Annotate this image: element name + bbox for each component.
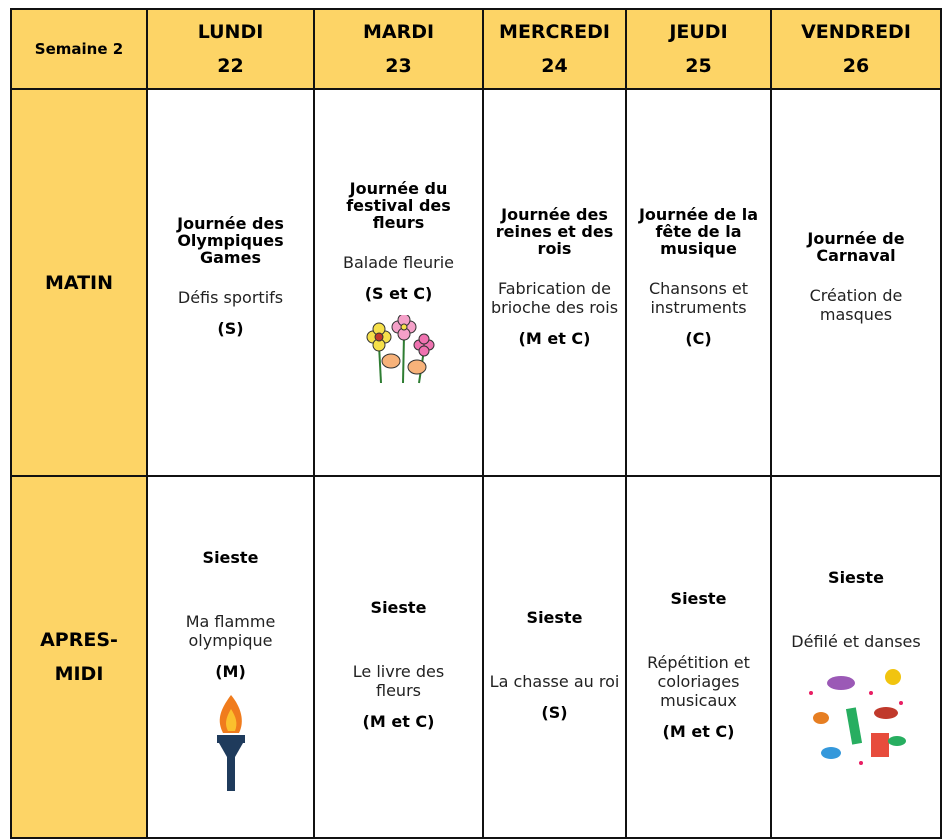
day-header: MERCREDI 24 (482, 8, 627, 90)
cell-activity: Fabrication de brioche des rois (490, 278, 619, 317)
activity-cell: Sieste La chasse au roi (S) (482, 475, 627, 839)
carnival-illustration (809, 669, 906, 765)
cell-content: Sieste La chasse au roi (S) (484, 581, 625, 734)
cell-code: (S) (217, 319, 244, 338)
day-name: MERCREDI (499, 21, 610, 43)
cell-title: Journée du festival des fleurs (346, 179, 451, 232)
day-date: 23 (385, 55, 412, 77)
cell-code: (M et C) (518, 328, 591, 348)
cell-content: Journée de Carnaval Création de masques (772, 230, 940, 336)
activity-cell: Sieste Répétition et coloriages musicaux (… (625, 475, 772, 839)
day-header: JEUDI 25 (625, 8, 772, 90)
row-label: MATIN (10, 88, 148, 477)
activity-cell: Sieste Le livre des fleurs (M et C) (313, 475, 484, 839)
cell-activity: Création de masques (809, 285, 903, 324)
cell-title: Sieste (370, 598, 427, 617)
row-label-text: APRES-MIDI (40, 629, 118, 685)
cell-title: Journée de Carnaval (807, 228, 905, 265)
cell-code: (M et C) (662, 721, 735, 741)
cell-title: Sieste (670, 588, 727, 608)
cell-title: Journée des Olympiques Games (177, 214, 284, 267)
cell-title: Journée des reines et des rois (495, 204, 614, 258)
cell-title: Journée de la fête de la musique (638, 204, 759, 258)
cell-content: Sieste Répétition et coloriages musicaux (… (627, 562, 770, 753)
cell-code: (M) (215, 662, 246, 681)
cell-activity: La chasse au roi (489, 671, 620, 691)
activity-cell: Journée de Carnaval Création de masques (770, 88, 942, 477)
day-header: LUNDI 22 (146, 8, 315, 90)
cell-code: (M et C) (362, 712, 435, 731)
day-date: 22 (217, 55, 244, 77)
schedule-table: Semaine 2 LUNDI 22 MARDI 23 MERCREDI 24 JEUDI 2… (10, 8, 942, 839)
cell-activity: Ma flamme olympique (185, 612, 276, 650)
cell-code: (S) (541, 702, 568, 722)
cell-activity: Le livre des fleurs (352, 662, 445, 700)
activity-cell: Journée des reines et des rois Fabricatio… (482, 88, 627, 477)
activity-cell: Journée de la fête de la musique Chansons… (625, 88, 772, 477)
day-name: LUNDI (197, 21, 264, 43)
cell-activity: Balade fleurie (342, 253, 455, 272)
cell-title: Sieste (828, 568, 884, 587)
activity-cell: Sieste Défilé et danses (770, 475, 942, 839)
cell-content: Sieste Défilé et danses (772, 541, 940, 773)
activity-cell: Journée du festival des fleurs Balade fle… (313, 88, 484, 477)
corner-cell: Semaine 2 (10, 8, 148, 90)
day-name: VENDREDI (801, 21, 911, 43)
day-name: JEUDI (669, 21, 728, 43)
day-name: MARDI (362, 21, 435, 43)
torch-illustration (216, 695, 245, 791)
cell-activity: Défilé et danses (791, 632, 921, 651)
cell-content: Sieste Le livre des fleurs (M et C) (315, 571, 482, 743)
day-header: MARDI 23 (313, 8, 484, 90)
cell-code: (C) (685, 328, 712, 348)
activity-cell: Sieste Ma flamme olympique (M) (146, 475, 315, 839)
cell-content: Sieste Ma flamme olympique (M) (148, 521, 313, 793)
row-label: APRES-MIDI (10, 475, 148, 839)
cell-code: (S et C) (364, 284, 433, 303)
cell-activity: Défis sportifs (177, 288, 284, 307)
day-date: 26 (842, 55, 870, 77)
day-date: 24 (541, 55, 568, 77)
cell-activity: Chansons et instruments (648, 278, 749, 317)
cell-content: Journée des Olympiques Games Défis sporti… (148, 215, 313, 350)
activity-cell: Journée des Olympiques Games Défis sporti… (146, 88, 315, 477)
day-header: VENDREDI 26 (770, 8, 942, 90)
cell-content: Journée des reines et des rois Fabricatio… (484, 206, 625, 360)
cell-title: Sieste (202, 548, 259, 567)
flowers-illustration (366, 315, 434, 384)
cell-activity: Répétition et coloriages musicaux (647, 652, 750, 710)
cell-content: Journée du festival des fleurs Balade fle… (315, 180, 482, 385)
cell-content: Journée de la fête de la musique Chansons… (627, 206, 770, 360)
cell-title: Sieste (526, 607, 583, 627)
day-date: 25 (685, 55, 712, 77)
